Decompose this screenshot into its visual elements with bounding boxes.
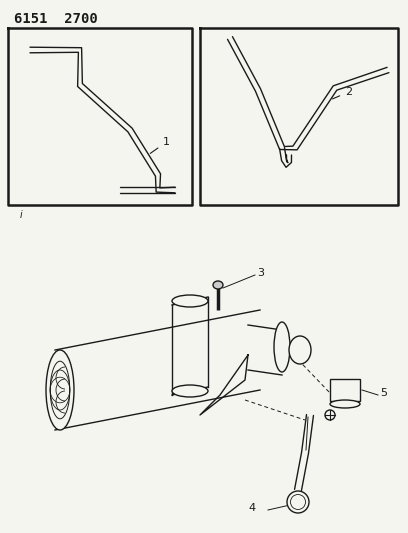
Ellipse shape (46, 350, 74, 430)
Ellipse shape (289, 336, 311, 364)
Ellipse shape (287, 491, 309, 513)
Bar (330, 379, 360, 401)
Ellipse shape (172, 385, 208, 397)
Text: 6151  2700: 6151 2700 (14, 12, 98, 26)
Ellipse shape (172, 295, 208, 307)
Text: 1: 1 (150, 137, 170, 154)
Text: 2: 2 (333, 87, 352, 99)
Text: 3: 3 (257, 268, 264, 278)
Text: 5: 5 (380, 388, 387, 398)
Text: i: i (20, 210, 23, 220)
Ellipse shape (330, 400, 360, 408)
Ellipse shape (274, 322, 290, 372)
Text: 4: 4 (248, 503, 255, 513)
Ellipse shape (213, 281, 223, 289)
